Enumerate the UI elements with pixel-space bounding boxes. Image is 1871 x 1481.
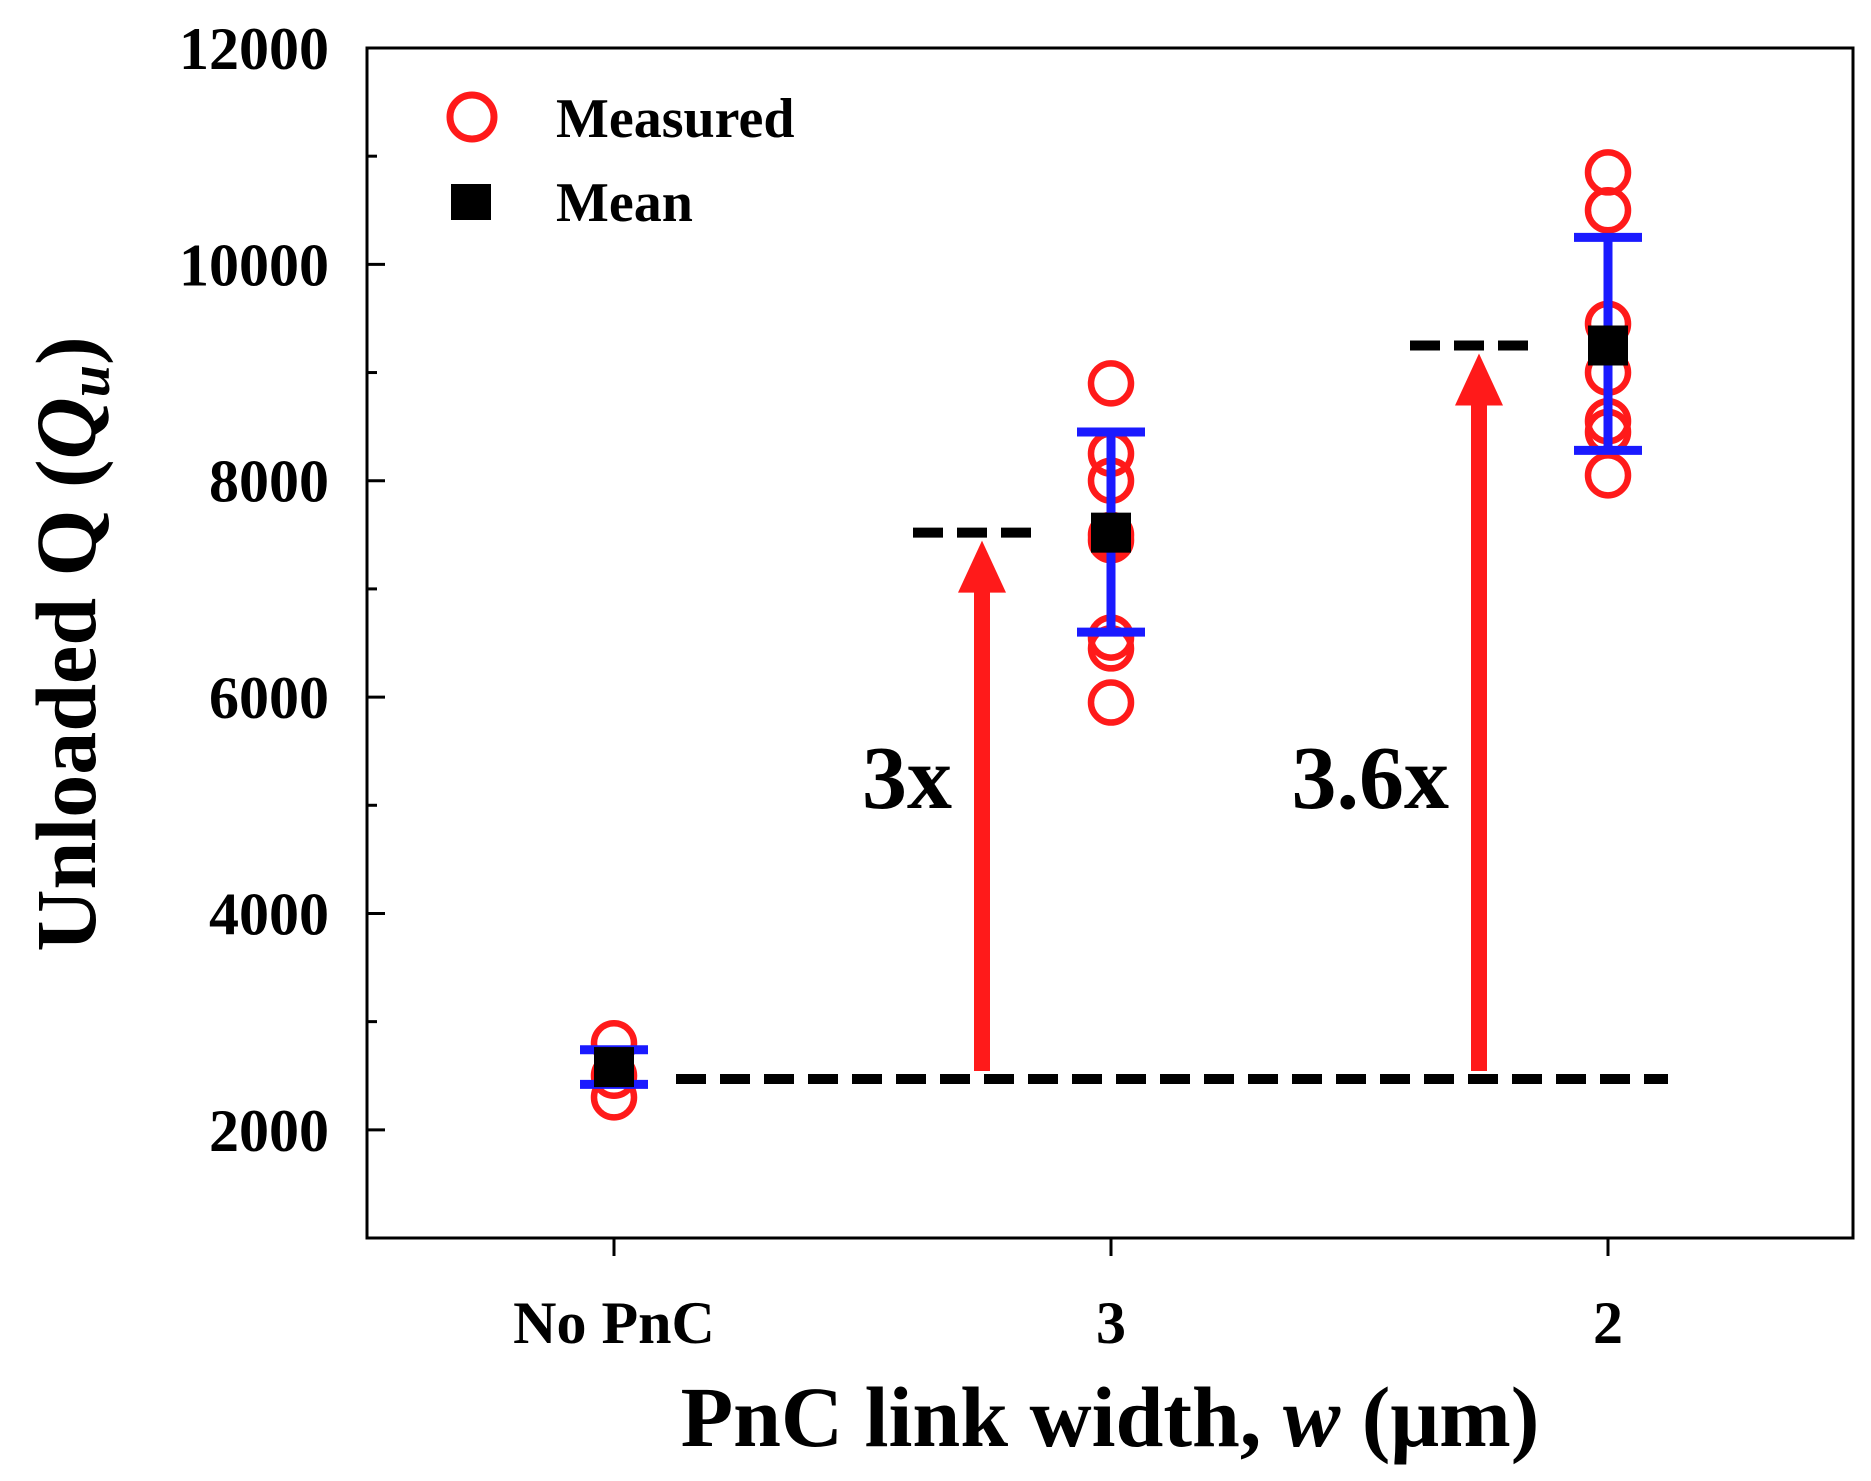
y-tick-label: 4000 [209,881,329,947]
measured-point [1584,187,1632,234]
x-tick-label: No PnC [513,1290,715,1356]
x-axis-title-variable: w [1283,1369,1341,1465]
ratio-annotations: 3x 3.6x [862,729,1449,828]
ratio-label: 3.6x [1292,729,1450,828]
x-axis: No PnC 3 2 [513,1238,1623,1356]
y-tick-label: 2000 [209,1098,329,1164]
legend-mean-marker [451,184,491,220]
y-axis: 2000 4000 6000 8000 10000 12000 [179,16,385,1240]
legend: Measured Mean [446,88,795,234]
mean-point [1091,512,1131,553]
measured-point [1584,452,1632,499]
mean-point [1588,325,1628,366]
x-axis-title: PnC link width, w (μm) [681,1369,1540,1465]
legend-measured-marker [446,91,498,143]
measured-point [1584,149,1632,196]
legend-mean-label: Mean [556,172,693,234]
ratio-arrow-head [1455,353,1503,406]
mean-series [594,325,1628,1088]
ratio-arrow-head [958,540,1006,593]
y-axis-title-subscript: u [57,365,122,397]
x-tick-label: 3 [1096,1290,1126,1356]
ratio-label: 3x [862,729,952,828]
y-axis-title: Unloaded Q (Qu) [18,336,122,951]
ratio-arrows [958,353,1503,1071]
legend-measured-label: Measured [556,88,795,150]
x-axis-title-unit: (μm) [1340,1369,1539,1465]
measured-point [1087,360,1135,407]
reference-lines [676,340,1668,1084]
x-tick-label: 2 [1593,1290,1623,1356]
y-axis-title-main: Unloaded Q ( [18,459,114,951]
y-axis-title-variable: Q [18,397,114,459]
measured-point [1087,679,1135,726]
x-axis-title-main: PnC link width, [681,1369,1283,1465]
y-tick-label: 10000 [179,232,329,298]
mean-point [594,1047,634,1088]
y-tick-label: 6000 [209,665,329,731]
y-axis-title-close: ) [18,336,114,365]
y-tick-label: 12000 [179,16,329,82]
y-tick-label: 8000 [209,449,329,515]
